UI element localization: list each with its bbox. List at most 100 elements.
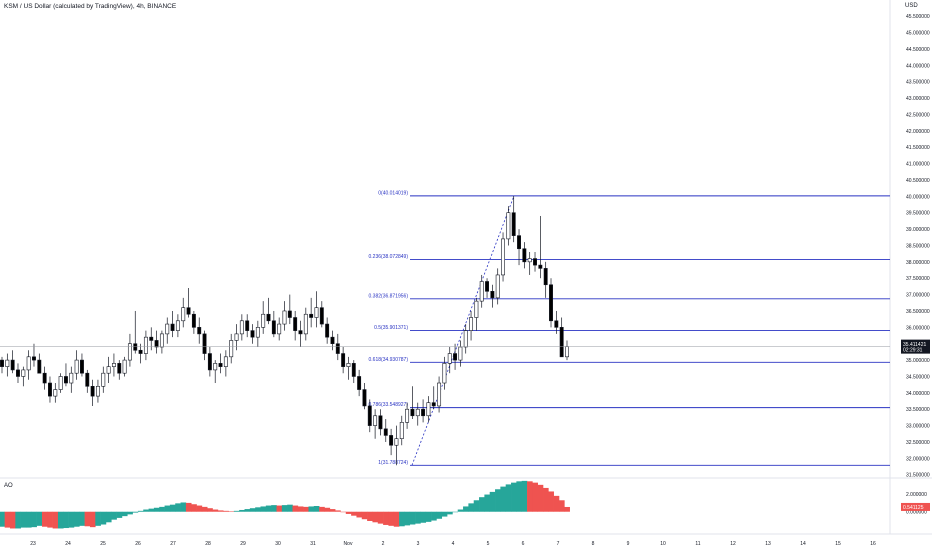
- ao-bar: [564, 506, 570, 512]
- time-axis-label: 26: [135, 541, 141, 547]
- chart-title: KSM / US Dollar (calculated by TradingVi…: [4, 3, 177, 10]
- candle-body: [373, 415, 378, 426]
- candle-body: [191, 313, 196, 328]
- candle-body: [554, 320, 559, 328]
- ao-bar: [303, 506, 309, 512]
- time-axis-label: 8: [592, 541, 595, 547]
- candle-body: [469, 317, 474, 331]
- candle-body: [485, 281, 489, 292]
- candle-body: [330, 336, 335, 345]
- ao-last-value: 0.541125: [903, 505, 924, 511]
- candle-body: [159, 333, 164, 348]
- candle-body: [442, 363, 447, 384]
- ao-bar: [223, 510, 229, 512]
- candle-body: [218, 363, 223, 367]
- ao-bar: [127, 511, 133, 515]
- time-axis-label: 10: [660, 541, 666, 547]
- ao-bar: [473, 500, 480, 512]
- ao-bar: [52, 511, 59, 529]
- price-axis-label: 44.500000: [906, 47, 930, 53]
- ao-bar: [495, 489, 501, 512]
- candle-body: [106, 366, 111, 374]
- candle-body: [533, 258, 537, 266]
- ao-bar: [521, 480, 528, 512]
- candle-body: [309, 313, 314, 318]
- candle-body: [405, 408, 410, 423]
- ao-bar: [335, 510, 341, 512]
- ao-bar: [548, 491, 554, 512]
- ao-bar: [351, 511, 357, 516]
- price-axis-label: 32.500000: [906, 440, 930, 446]
- candle-body: [42, 372, 47, 384]
- price-axis-label: 41.500000: [906, 145, 930, 151]
- ao-bar: [271, 505, 277, 512]
- fib-level-label: 0.382(36.871956): [369, 293, 409, 299]
- ao-bar: [356, 511, 363, 518]
- candle-body: [495, 274, 500, 299]
- fib-level-label: 0.236(38.072849): [369, 254, 409, 260]
- ao-bar: [319, 506, 325, 512]
- ao-bar: [265, 505, 272, 512]
- candle-body: [341, 353, 346, 367]
- price-axis-label: 38.500000: [906, 243, 930, 249]
- candle-body: [517, 235, 521, 250]
- candle-body: [293, 317, 298, 331]
- time-axis-label: 7: [557, 541, 560, 547]
- ao-bar: [15, 511, 21, 529]
- candle-body: [410, 408, 415, 417]
- fib-trend-line: [411, 195, 515, 466]
- time-axis-label: 2: [382, 541, 385, 547]
- time-axis-label: 3: [417, 541, 420, 547]
- ao-bar: [137, 510, 144, 512]
- candle-body: [266, 313, 271, 322]
- ao-bar: [404, 511, 411, 526]
- candle-body: [527, 258, 532, 263]
- ao-bar: [89, 511, 96, 528]
- ao-bar: [361, 511, 368, 520]
- ao-bar: [276, 505, 283, 512]
- candle-body: [213, 363, 218, 371]
- fib-level-label: 1(31.788724): [378, 460, 408, 466]
- candle-body: [277, 323, 282, 335]
- ao-bar: [393, 511, 400, 527]
- ao-bar: [489, 491, 496, 512]
- candle-body: [181, 307, 186, 322]
- candle-body: [74, 359, 79, 374]
- candle-body: [383, 428, 388, 436]
- price-axis-label: 39.000000: [906, 227, 930, 233]
- ao-bar: [425, 511, 432, 522]
- ao-axis-label: 2.000000: [906, 492, 927, 498]
- candle-body: [95, 385, 100, 397]
- time-axis-label: 4: [452, 541, 455, 547]
- ao-bar: [420, 511, 427, 523]
- price-axis-label: 39.500000: [906, 211, 930, 217]
- ao-bar: [441, 511, 448, 517]
- candle-body: [5, 359, 10, 367]
- candle-body: [127, 343, 132, 361]
- time-axis-label: 6: [522, 541, 525, 547]
- price-axis-label: 31.500000: [906, 473, 930, 479]
- ao-bar: [329, 509, 336, 512]
- candle-body: [346, 363, 351, 367]
- ao-indicator-label: AO: [4, 483, 13, 489]
- ao-bar: [121, 511, 128, 517]
- candle-body: [10, 359, 15, 371]
- price-axis-label: 42.500000: [906, 112, 930, 118]
- candle-body: [335, 343, 340, 354]
- candle-body: [565, 346, 569, 358]
- candle-body: [325, 323, 330, 338]
- price-axis-label: 38.000000: [906, 260, 930, 266]
- ao-bar: [297, 506, 304, 512]
- time-axis-label: Nov: [344, 541, 353, 547]
- candle-body: [357, 376, 362, 390]
- ao-bar: [20, 511, 27, 528]
- candle-body: [287, 310, 292, 318]
- ao-bar: [9, 511, 16, 529]
- ao-bar: [196, 505, 203, 512]
- price-axis-label: 36.500000: [906, 309, 930, 315]
- ao-bar: [367, 511, 373, 521]
- time-axis-label: 5: [487, 541, 490, 547]
- candle-body: [394, 438, 399, 446]
- price-axis-label: 40.500000: [906, 178, 930, 184]
